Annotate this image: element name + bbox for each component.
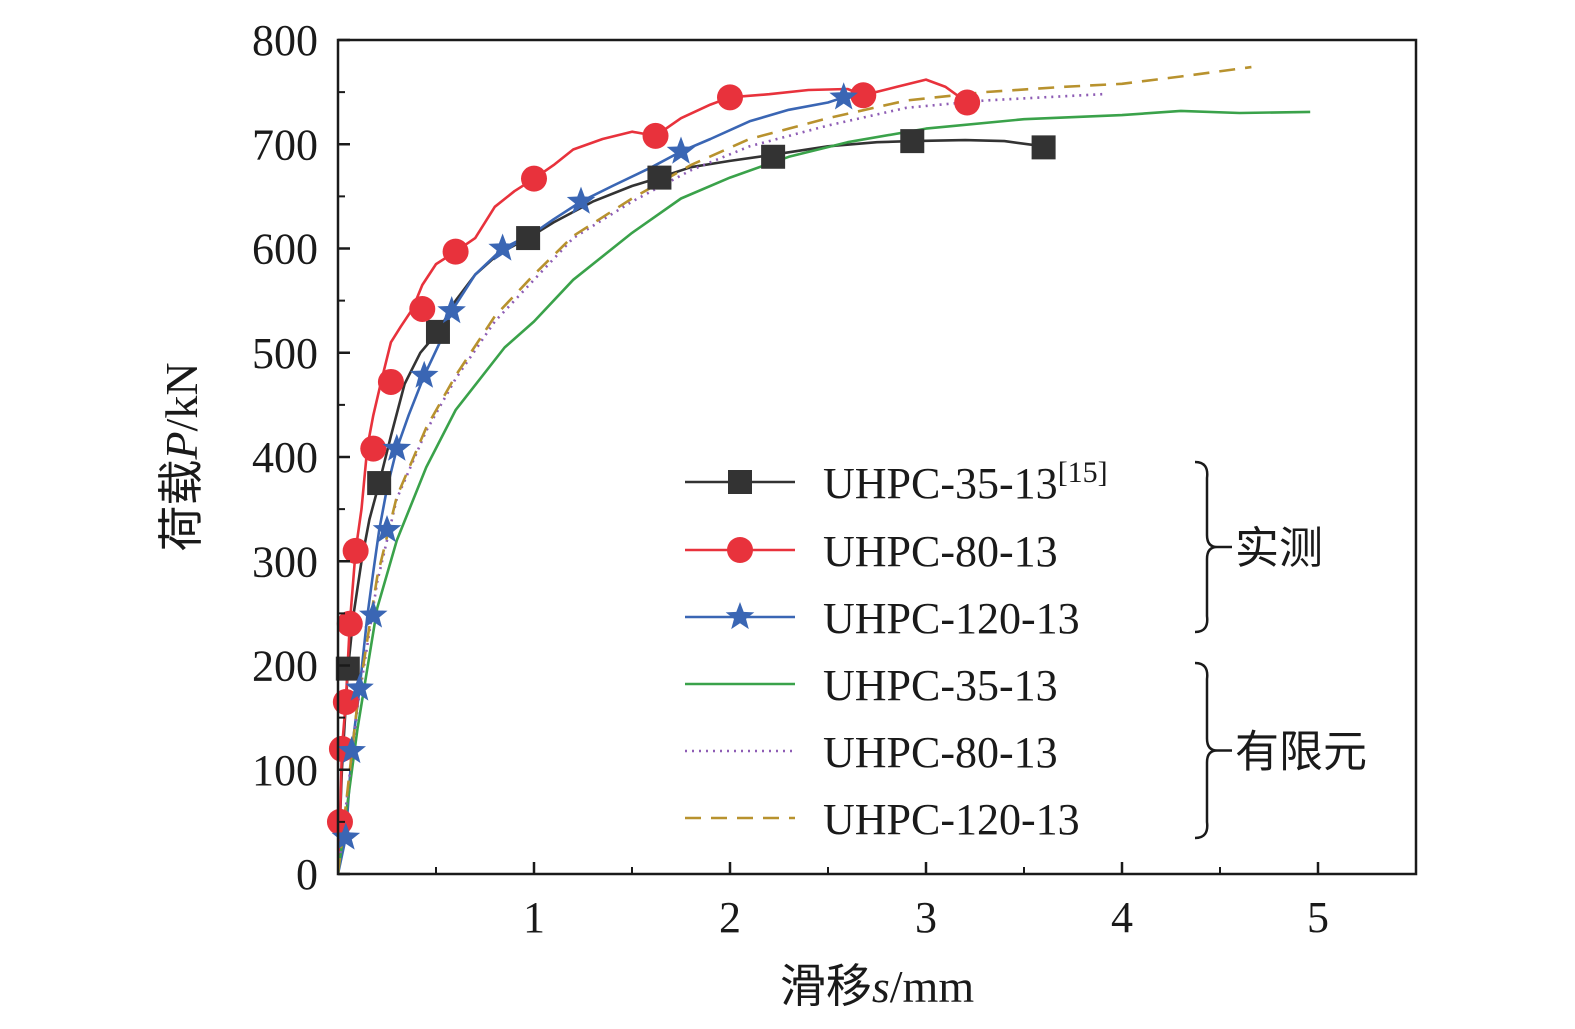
series-2-marker	[331, 822, 361, 850]
legend-label-4: UHPC-80-13	[823, 728, 1058, 777]
series-0-marker	[1031, 135, 1056, 160]
series-line-1	[338, 78, 968, 874]
y-axis-title: 荷载P/kN	[156, 362, 207, 551]
y-tick-label: 200	[252, 642, 318, 691]
legend-label-2: UHPC-120-13	[823, 594, 1080, 643]
series-2-marker	[410, 360, 439, 388]
x-tick-label: 4	[1111, 893, 1133, 942]
series-1-marker	[954, 89, 981, 116]
series-line-5	[338, 65, 1252, 874]
series-0-marker	[900, 129, 925, 154]
series-line-2	[338, 96, 845, 874]
y-tick-label: 300	[252, 537, 318, 586]
series-0-marker	[425, 319, 450, 344]
y-tick-label: 0	[296, 850, 318, 899]
series-0-marker	[367, 471, 392, 496]
legend-group-label: 有限元	[1235, 728, 1367, 777]
legend-marker-2	[725, 602, 755, 630]
x-tick-label: 1	[523, 893, 545, 942]
series-1-marker	[642, 122, 669, 149]
legend-marker-0	[728, 470, 752, 494]
series-1-marker	[360, 435, 387, 462]
legend-label-3: UHPC-35-13	[823, 661, 1058, 710]
axis-layer: 0 100 200 300 400 500 600 700 800 1 2 3 4 5	[252, 16, 1329, 942]
series-1-marker	[377, 368, 404, 395]
series-1-marker	[442, 238, 469, 265]
x-axis-title: 滑移s/mm	[780, 961, 974, 1012]
series-1-marker	[521, 165, 547, 192]
legend-group-brace	[1194, 661, 1218, 840]
marker-layer	[326, 82, 1056, 850]
series-0-marker	[647, 165, 672, 190]
series-2-marker	[829, 82, 858, 110]
series-0-marker	[516, 226, 541, 251]
series-1-marker	[850, 82, 877, 109]
series-2-marker	[566, 186, 596, 214]
series-0-marker	[761, 144, 786, 169]
series-2-marker	[437, 296, 466, 324]
series-1-marker	[717, 84, 743, 111]
series-2-marker	[345, 673, 374, 701]
legend-group-label: 实测	[1235, 524, 1323, 573]
series-2-marker	[372, 515, 402, 543]
series-2-marker	[382, 433, 412, 461]
x-tick-label: 5	[1307, 893, 1329, 942]
legend-marker-1	[727, 537, 753, 563]
series-2-marker	[666, 136, 696, 164]
series-0-marker	[335, 656, 360, 681]
legend-group-brace	[1194, 460, 1218, 634]
series-line-3	[338, 109, 1311, 874]
y-tick-label: 100	[252, 746, 318, 795]
y-tick-label: 600	[252, 225, 318, 274]
legend: UHPC-35-13[15] UHPC-80-13 UHPC-120-13 UHPC-…	[685, 456, 1367, 844]
legend-label-5: UHPC-120-13	[823, 795, 1080, 844]
series-2-marker	[337, 736, 366, 764]
series-1-marker	[409, 295, 436, 322]
y-tick-label: 500	[252, 329, 318, 378]
series-2-marker	[359, 600, 388, 628]
series-1-marker	[342, 537, 369, 564]
legend-label-1: UHPC-80-13	[823, 527, 1058, 576]
x-tick-label: 2	[719, 893, 741, 942]
y-tick-label: 800	[252, 16, 318, 65]
y-tick-label: 700	[252, 120, 318, 169]
series-1-marker	[336, 610, 363, 637]
legend-label-0: UHPC-35-13[15]	[823, 456, 1108, 508]
y-tick-label: 400	[252, 433, 318, 482]
x-tick-label: 3	[915, 893, 937, 942]
series-2-marker	[488, 233, 517, 261]
